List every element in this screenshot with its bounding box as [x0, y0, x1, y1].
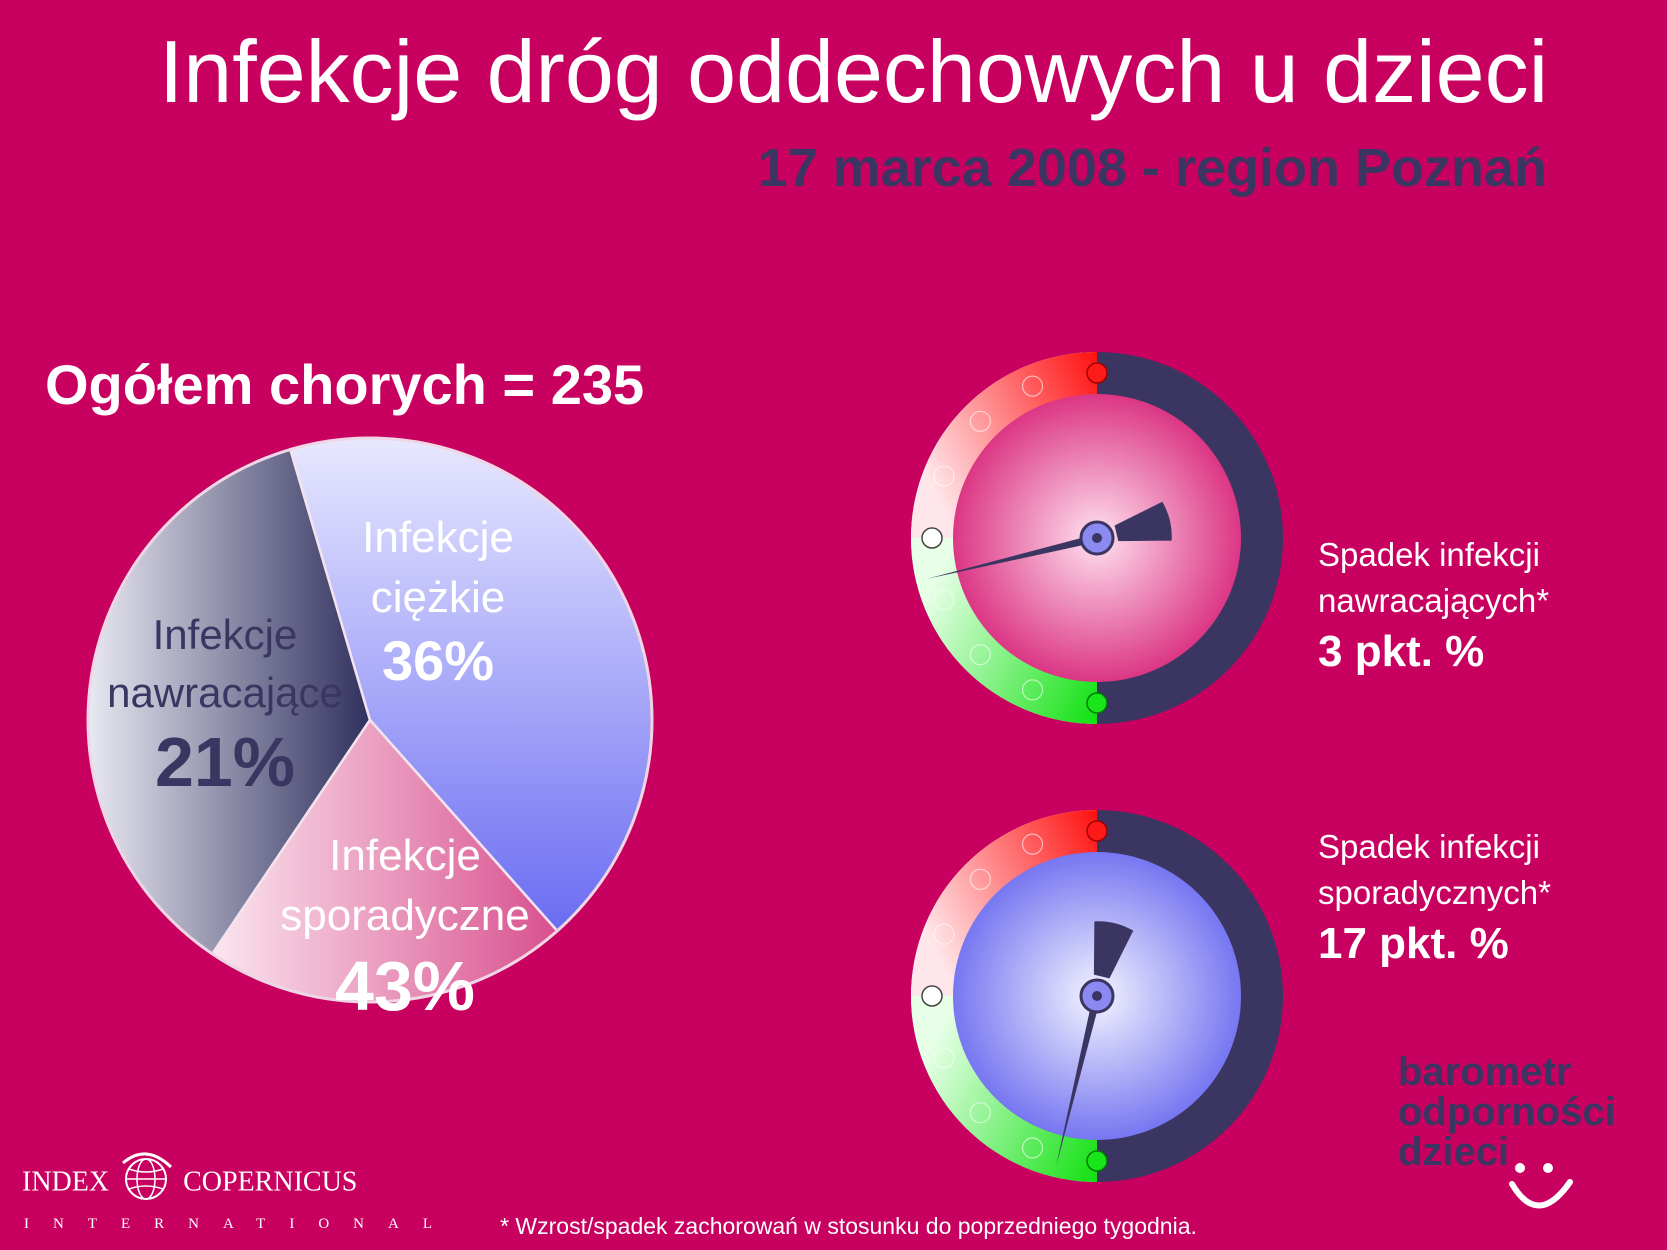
- gauge-needle: [1056, 995, 1101, 1167]
- gauge-recurrent-line1: Spadek infekcji: [1318, 536, 1540, 573]
- pie-label-recurrent-line1: Infekcje: [152, 611, 298, 658]
- brand-line1: barometr: [1398, 1050, 1572, 1094]
- gauge-sporadic-value: 17 pkt. %: [1318, 919, 1509, 968]
- gauge-tick: [933, 465, 955, 487]
- gauge-tick: [969, 644, 991, 666]
- pie-label-severe: Infekcje ciężkie 36%: [318, 508, 558, 694]
- gauge-tick: [933, 923, 955, 945]
- gauge-tick: [1086, 362, 1108, 384]
- gauge-tick: [1021, 833, 1044, 855]
- gauge-hub-center: [1092, 533, 1102, 543]
- gauge-tick: [969, 410, 991, 432]
- gauge-0: [911, 352, 1283, 724]
- gauge-tick: [921, 527, 943, 549]
- gauge-tick: [1021, 1137, 1044, 1159]
- total-patients: Ogółem chorych = 235: [45, 353, 645, 416]
- gauge-tick: [1021, 375, 1044, 397]
- pie-label-recurrent-percent: 21%: [154, 723, 296, 801]
- brand-line2: odporności: [1398, 1090, 1616, 1134]
- gauge-sporadic-label: Spadek infekcji sporadycznych* 17 pkt. %: [1318, 824, 1551, 972]
- gauge-tick: [933, 1047, 955, 1069]
- gauge-needle-tail: [1114, 501, 1172, 542]
- pie-label-severe-line2: ciężkie: [370, 573, 506, 622]
- logo-subtitle: INTERNATIONAL: [24, 1216, 456, 1232]
- gauge-needle: [926, 534, 1098, 579]
- pie-label-sporadic-line1: Infekcje: [329, 831, 481, 880]
- smiley-icon: [1509, 1163, 1573, 1209]
- gauge-recurrent-value: 3 pkt. %: [1318, 627, 1485, 676]
- pie-label-recurrent-line2: nawracające: [107, 669, 343, 716]
- pie-label-sporadic-line2: sporadyczne: [280, 891, 530, 940]
- page-subtitle: 17 marca 2008 - region Poznań: [757, 138, 1547, 198]
- footnote: * Wzrost/spadek zachorowań w stosunku do…: [500, 1213, 1197, 1239]
- gauge-tick: [1021, 679, 1044, 701]
- gauge-tick: [1086, 820, 1108, 842]
- gauge-hub-center: [1092, 991, 1102, 1001]
- index-copernicus-logo: INDEX COPERNICUS: [22, 1152, 358, 1205]
- pie-label-sporadic: Infekcje sporadyczne 43%: [245, 826, 565, 1026]
- brand-line3: dzieci: [1398, 1130, 1510, 1174]
- gauge-needle-tail: [1093, 921, 1134, 979]
- gauge-tick: [969, 868, 991, 890]
- gauge-tick: [969, 1102, 991, 1124]
- gauge-tick: [1086, 1150, 1108, 1172]
- gauge-recurrent-label: Spadek infekcji nawracających* 3 pkt. %: [1318, 532, 1549, 680]
- gauge-tick: [1086, 692, 1108, 714]
- gauge-recurrent-line2: nawracających*: [1318, 582, 1550, 619]
- pie-outline: [86, 436, 654, 1004]
- gauge-sporadic-line2: sporadycznych*: [1318, 874, 1551, 911]
- brand-logo-text: barometr odporności dzieci: [1398, 1052, 1616, 1172]
- gauge-tick: [921, 985, 943, 1007]
- pie-label-severe-percent: 36%: [381, 629, 495, 692]
- pie-label-recurrent: Infekcje nawracające 21%: [70, 606, 380, 802]
- gauge-tick: [933, 589, 955, 611]
- logo-right-text: COPERNICUS: [183, 1166, 358, 1198]
- globe-icon: [122, 1152, 173, 1200]
- gauge-1: [911, 810, 1283, 1182]
- page-title: Infekcje dróg oddechowych u dzieci: [158, 22, 1549, 121]
- pie-label-severe-line1: Infekcje: [362, 513, 514, 562]
- gauge-sporadic-line1: Spadek infekcji: [1318, 828, 1540, 865]
- pie-label-sporadic-percent: 43%: [334, 947, 476, 1025]
- logo-left-text: INDEX: [22, 1166, 110, 1198]
